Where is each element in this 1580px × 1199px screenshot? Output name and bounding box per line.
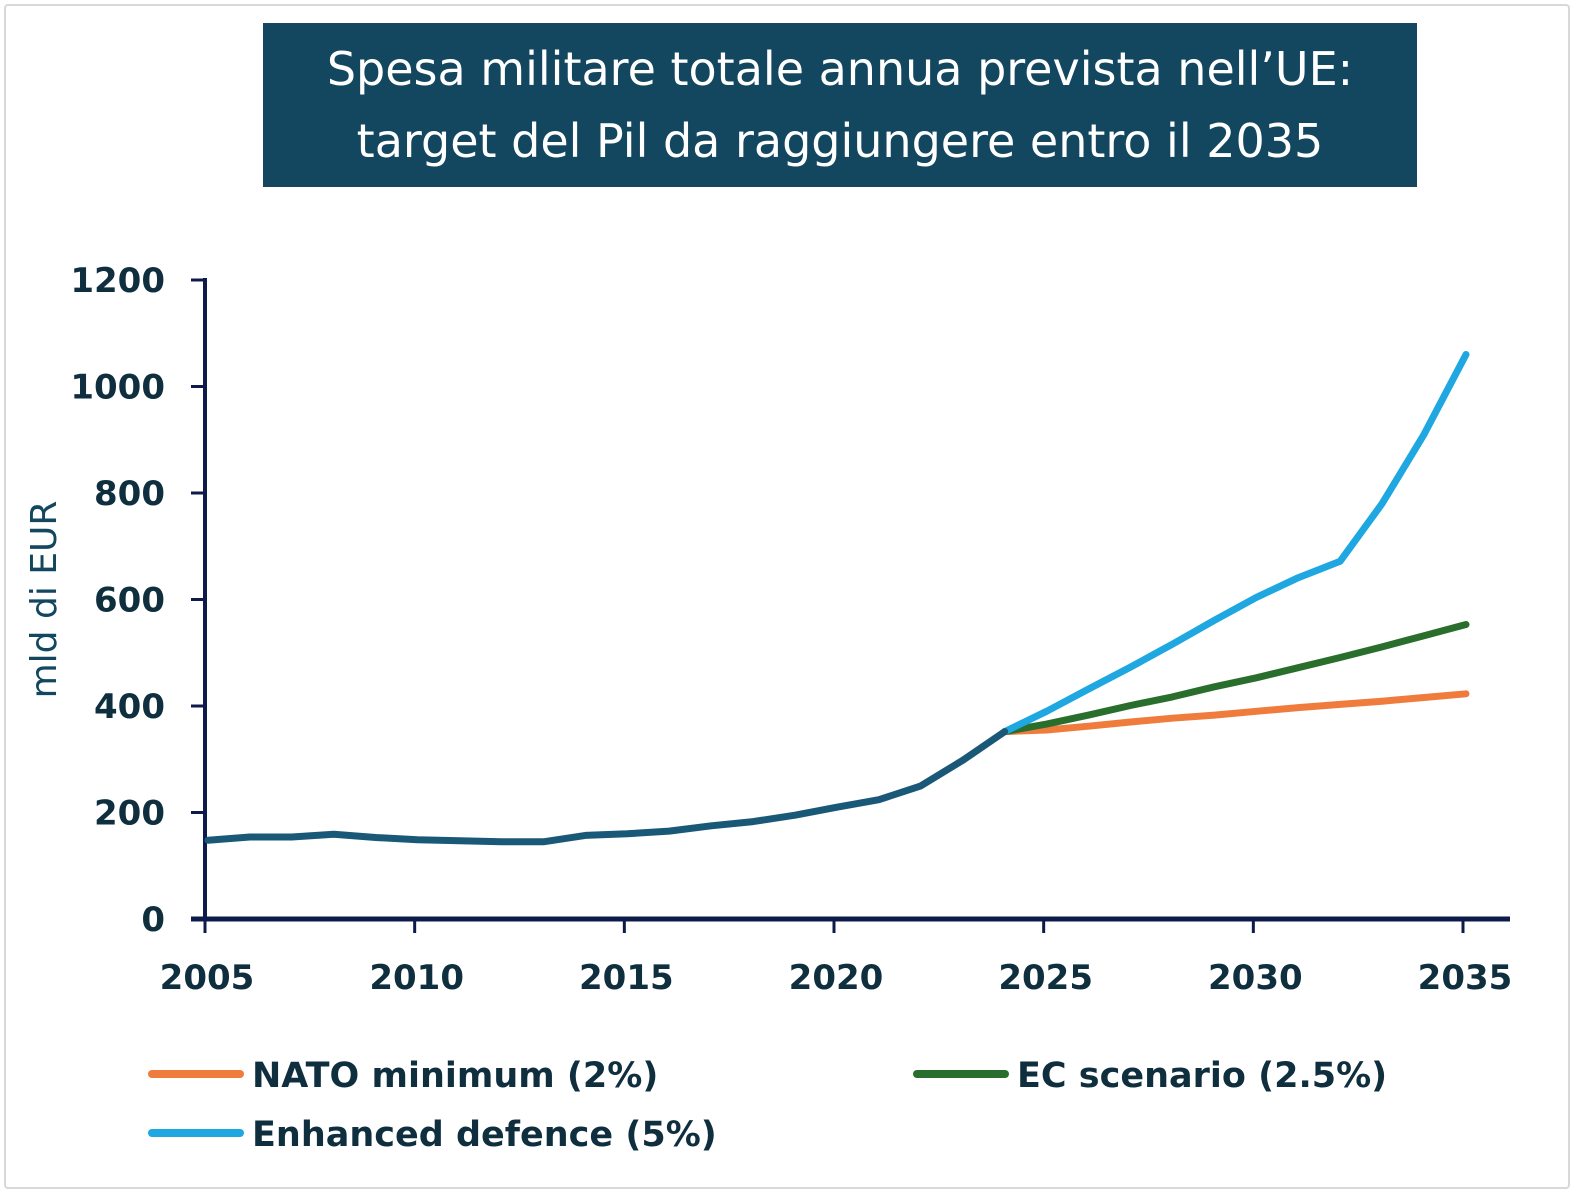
x-tick-label: 2005 [160,958,255,998]
axes: 0 200 400 600 800 1000 1200 2005 2010 2015 2020 202… [24,261,1512,998]
x-tick-label: 2020 [789,958,884,998]
legend-label-nato-minimum-2: NATO minimum (2%) [252,1056,658,1096]
x-tick-label: 2015 [579,958,674,998]
chart-title-line-1: Spesa militare totale annua prevista nel… [326,42,1354,96]
x-tick-label: 2010 [369,958,464,998]
x-tick-label: 2035 [1418,958,1513,998]
legend: NATO minimum (2%) EC scenario (2.5%) Enhan… [148,1056,1387,1155]
series-layer [204,351,1470,846]
series-line-ec-scenario-2-5 [1001,621,1470,736]
y-tick-label: 0 [141,900,165,940]
legend-label-ec-scenario-2-5: EC scenario (2.5%) [1017,1056,1387,1096]
y-tick-label: 1000 [70,368,165,408]
y-tick-label: 200 [94,794,165,834]
x-tick-label: 2025 [998,958,1093,998]
series-line-enhanced-defence-5 [1001,351,1470,736]
series-line-nato-minimum-2 [1001,690,1470,736]
y-tick-label: 800 [94,474,165,514]
y-tick-label: 1200 [70,261,165,301]
x-tick-label: 2030 [1208,958,1303,998]
y-tick-label: 400 [94,687,165,727]
legend-label-enhanced-defence-5: Enhanced defence (5%) [252,1115,717,1155]
chart-frame [4,4,1570,1189]
y-axis-title: mld di EUR [24,501,65,699]
chart-title: Spesa militare totale annua prevista nel… [263,23,1417,187]
series-line-historical [204,728,1009,846]
chart-title-line-2: target del Pil da raggiungere entro il 2… [356,114,1324,168]
y-tick-label: 600 [94,581,165,621]
